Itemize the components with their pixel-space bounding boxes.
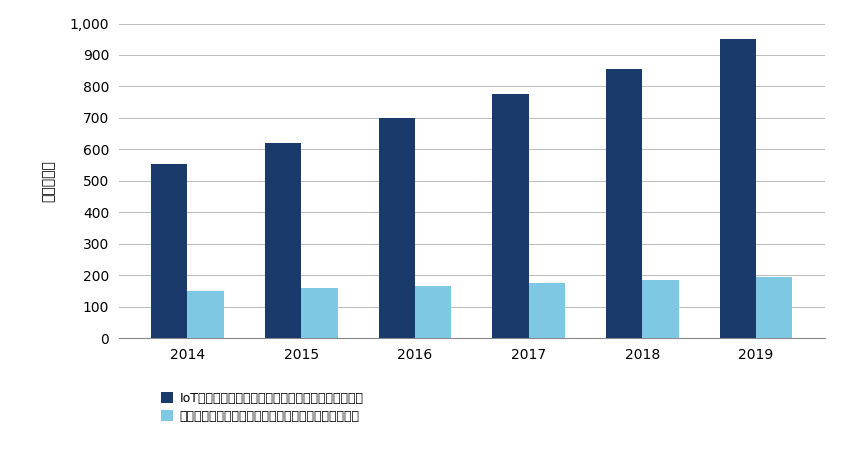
- Bar: [265, 143, 301, 338]
- Bar: [492, 94, 529, 338]
- Bar: [756, 277, 792, 338]
- Bar: [720, 39, 756, 338]
- Bar: [415, 286, 451, 338]
- Bar: [151, 164, 188, 338]
- Bar: [529, 283, 565, 338]
- Bar: [188, 291, 224, 338]
- Bar: [378, 118, 415, 338]
- Bar: [301, 288, 337, 338]
- Text: （百万台）: （百万台）: [42, 160, 55, 202]
- Legend: IoT向けインテリジェントシステム／エッジデバイス, モバイル／クライアントコンピューティングデバイス: IoT向けインテリジェントシステム／エッジデバイス, モバイル／クライアントコン…: [161, 392, 363, 423]
- Bar: [643, 280, 678, 338]
- Bar: [606, 69, 643, 338]
